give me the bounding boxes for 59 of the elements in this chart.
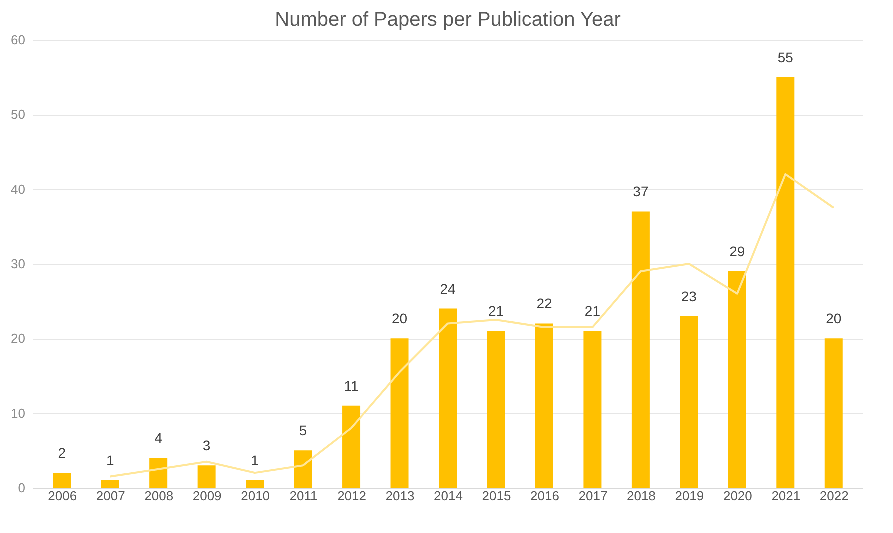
- bar: [535, 324, 554, 488]
- y-tick-label: 60: [11, 32, 26, 48]
- x-tick-label: 2022: [820, 488, 849, 504]
- data-label: 24: [440, 280, 456, 297]
- x-tick-label: 2019: [675, 488, 704, 504]
- x-tick-label: 2009: [192, 488, 222, 504]
- x-tick-label: 2017: [578, 488, 608, 504]
- bar: [246, 480, 264, 488]
- data-label: 5: [299, 422, 308, 439]
- data-label: 22: [536, 296, 552, 312]
- x-tick-label: 2018: [626, 488, 656, 504]
- chart-title: Number of Papers per Publication Year: [275, 9, 622, 31]
- x-tick-label: 2008: [144, 488, 174, 504]
- data-label: 3: [202, 438, 211, 454]
- x-tick-label: 2016: [530, 488, 560, 504]
- x-tick-label: 2015: [482, 488, 512, 504]
- data-label: 11: [344, 378, 360, 394]
- data-label: 21: [584, 303, 601, 320]
- y-tick-label: 0: [18, 480, 26, 496]
- bar: [198, 466, 216, 488]
- x-tick-label: 2014: [434, 488, 463, 504]
- x-tick-label: 2010: [241, 488, 270, 504]
- y-tick-label: 10: [11, 406, 26, 421]
- data-label: 1: [251, 452, 260, 469]
- bar: [487, 331, 506, 488]
- bar: [390, 338, 409, 488]
- data-label: 23: [681, 288, 698, 304]
- data-label: 2: [58, 445, 66, 462]
- x-tick-label: 2012: [338, 488, 366, 504]
- bar: [53, 473, 72, 488]
- bar: [824, 338, 843, 488]
- bar: [776, 77, 795, 488]
- bar: [728, 271, 746, 488]
- data-label: 29: [730, 243, 746, 260]
- x-tick-label: 2021: [772, 488, 801, 504]
- data-label: 4: [154, 430, 163, 446]
- x-tick-label: 2020: [723, 488, 752, 504]
- y-tick-label: 50: [11, 107, 26, 122]
- x-tick-label: 2006: [48, 488, 78, 504]
- bar: [439, 308, 457, 488]
- data-label: 21: [488, 303, 504, 320]
- y-tick-label: 40: [11, 182, 26, 197]
- data-label: 20: [392, 310, 408, 327]
- x-tick-label: 2007: [96, 488, 126, 504]
- bar: [584, 331, 602, 488]
- data-label: 20: [826, 310, 842, 327]
- bar: [150, 458, 168, 488]
- bar: [294, 450, 312, 488]
- x-tick-label: 2013: [386, 488, 415, 504]
- data-label: 37: [633, 184, 649, 200]
- bar: [342, 406, 361, 488]
- bar: [632, 212, 650, 488]
- data-label: 55: [778, 49, 794, 66]
- bar: [101, 480, 120, 488]
- data-label: 1: [106, 452, 114, 469]
- y-tick-label: 30: [11, 256, 26, 272]
- x-tick-label: 2011: [290, 488, 318, 504]
- y-tick-label: 20: [11, 331, 26, 346]
- bar: [680, 316, 698, 488]
